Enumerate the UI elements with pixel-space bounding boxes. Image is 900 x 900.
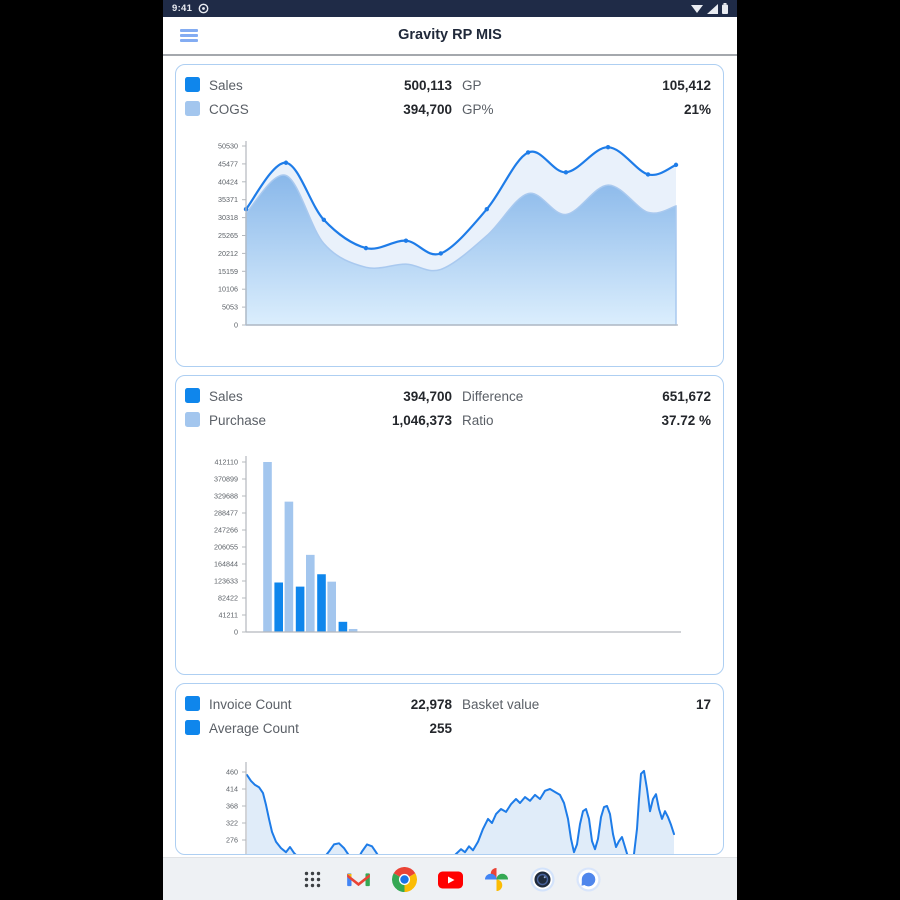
- chrome-icon[interactable]: [391, 867, 417, 892]
- status-bar: 9:41: [163, 0, 737, 17]
- sales-purchase-card: Sales 394,700 Difference 651,672 Purchas…: [175, 375, 724, 675]
- metric-label: GP%: [462, 102, 494, 117]
- gmail-icon[interactable]: [346, 867, 371, 892]
- svg-text:5053: 5053: [222, 303, 238, 312]
- legend-value: 500,113: [403, 78, 452, 93]
- svg-text:412110: 412110: [215, 458, 238, 467]
- svg-text:368: 368: [226, 802, 238, 811]
- svg-text:10106: 10106: [218, 285, 238, 294]
- purchase-swatch: [185, 412, 200, 427]
- svg-text:25265: 25265: [218, 231, 238, 240]
- dock: [163, 857, 737, 900]
- hamburger-menu-icon[interactable]: [180, 29, 198, 42]
- bar-chart: 0 41211 82422 123633 164844 206055 247266 28847…: [176, 449, 723, 652]
- invoice-count-card: Invoice Count 22,978 Basket value 17 Ave…: [175, 683, 724, 855]
- messages-icon[interactable]: [575, 867, 601, 892]
- legend-value: 255: [429, 721, 452, 736]
- svg-text:414: 414: [226, 785, 238, 794]
- metric-label: [452, 717, 582, 740]
- invoice-count-legend: Invoice Count 22,978 Basket value 17 Ave…: [176, 684, 723, 740]
- metric-value: 37.72 %: [661, 413, 711, 428]
- svg-text:50530: 50530: [218, 142, 238, 151]
- metric-value: 651,672: [662, 389, 711, 404]
- svg-text:123633: 123633: [214, 577, 238, 586]
- legend-label: Average Count: [209, 721, 299, 736]
- legend-value: 394,700: [403, 389, 452, 404]
- svg-text:247266: 247266: [214, 526, 238, 535]
- app-bar: Gravity RP MIS: [163, 17, 737, 56]
- youtube-icon[interactable]: [437, 867, 463, 892]
- svg-text:30318: 30318: [218, 213, 238, 222]
- metric-label: Ratio: [462, 413, 494, 428]
- battery-icon: [722, 3, 728, 14]
- metric-value: [582, 717, 713, 740]
- metric-value: 17: [695, 697, 711, 712]
- signal-icon: [707, 3, 718, 14]
- legend-label: COGS: [209, 102, 249, 117]
- svg-text:329688: 329688: [214, 492, 238, 501]
- tablet-screen: 9:41 Gravity RP MIS: [163, 0, 737, 900]
- legend-label: Sales: [209, 389, 243, 404]
- page-title: Gravity RP MIS: [398, 27, 502, 43]
- legend-label: Purchase: [209, 413, 267, 428]
- sales-swatch: [185, 388, 200, 403]
- metric-label: Difference: [462, 389, 524, 404]
- svg-text:288477: 288477: [214, 509, 238, 518]
- svg-text:20212: 20212: [218, 249, 238, 258]
- sales-cogs-legend: Sales 500,113 GP 105,412 COGS 394,700 GP…: [176, 65, 723, 121]
- svg-text:0: 0: [234, 628, 238, 637]
- legend-label: Sales: [209, 78, 243, 93]
- average-count-swatch: [185, 720, 200, 735]
- cogs-swatch: [185, 101, 200, 116]
- metric-label: Basket value: [462, 697, 540, 712]
- app-drawer-icon[interactable]: [300, 867, 325, 892]
- sales-swatch: [185, 77, 200, 92]
- svg-text:206055: 206055: [214, 543, 238, 552]
- svg-text:460: 460: [226, 768, 238, 777]
- metric-label: GP: [462, 78, 482, 93]
- svg-text:41211: 41211: [219, 611, 238, 620]
- camera-icon[interactable]: [529, 867, 555, 892]
- svg-text:82422: 82422: [218, 594, 238, 603]
- legend-value: 22,978: [410, 697, 452, 712]
- svg-text:40424: 40424: [218, 177, 238, 186]
- clock-icon: [198, 3, 209, 14]
- svg-text:45477: 45477: [218, 159, 238, 168]
- svg-text:370899: 370899: [214, 475, 238, 484]
- svg-text:164844: 164844: [214, 560, 238, 569]
- legend-label: Invoice Count: [209, 697, 292, 712]
- metric-value: 105,412: [662, 78, 711, 93]
- svg-text:276: 276: [226, 836, 238, 845]
- svg-text:322: 322: [226, 819, 238, 828]
- metric-value: 21%: [683, 102, 711, 117]
- area-chart: 0 5053 10106 15159 20212 25265 30318 35371 40424…: [176, 138, 723, 341]
- svg-text:35371: 35371: [218, 195, 238, 204]
- svg-text:0: 0: [234, 321, 238, 330]
- legend-value: 1,046,373: [391, 413, 452, 428]
- sales-purchase-legend: Sales 394,700 Difference 651,672 Purchas…: [176, 376, 723, 432]
- line-chart: 460 414 368 322 276: [176, 756, 723, 854]
- wifi-icon: [691, 4, 703, 13]
- sales-cogs-card: Sales 500,113 GP 105,412 COGS 394,700 GP…: [175, 64, 724, 367]
- legend-value: 394,700: [403, 102, 452, 117]
- invoice-count-swatch: [185, 696, 200, 711]
- svg-text:15159: 15159: [218, 267, 238, 276]
- google-photos-icon[interactable]: [484, 867, 509, 892]
- clock-time: 9:41: [172, 3, 193, 14]
